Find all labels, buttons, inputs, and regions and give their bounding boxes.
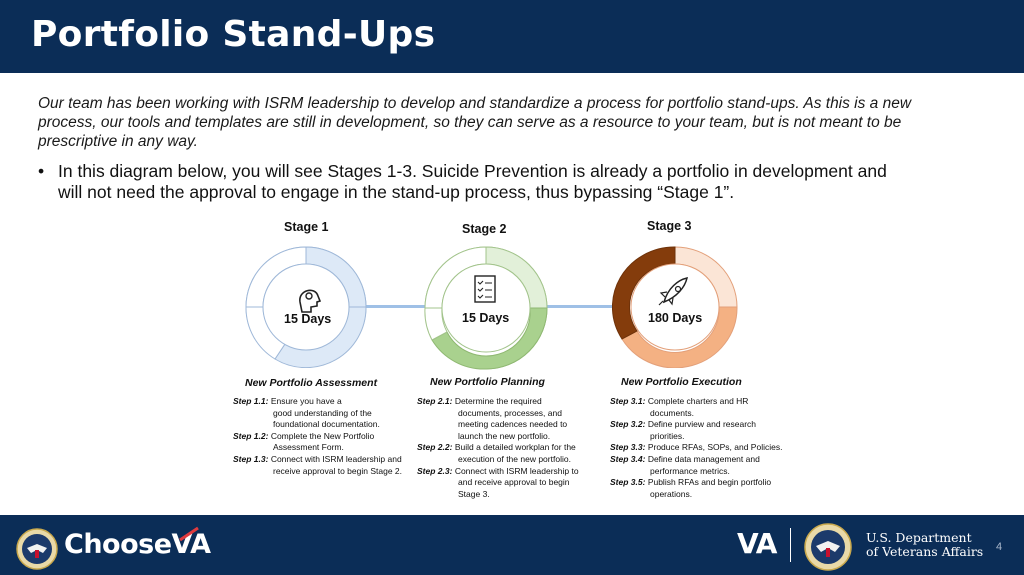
- step-item: Step 2.3: Connect with ISRM leadership t…: [417, 465, 579, 499]
- head-lightbulb-icon: [299, 289, 322, 313]
- step-key: Step 3.2:: [610, 419, 646, 430]
- step-item: Step 3.2: Define purview and research pri…: [610, 419, 757, 441]
- step-key: Step 2.2:: [417, 442, 453, 453]
- choose-va-prefix: Choose: [64, 529, 172, 560]
- department-name: U.S. Department of Veterans Affairs: [866, 531, 983, 559]
- connector-stage1-stage2: [366, 305, 428, 308]
- stage-1-label: Stage 1: [284, 220, 329, 234]
- stage-3-cycle-diagram: [612, 246, 738, 368]
- page-title: Portfolio Stand-Ups: [31, 14, 436, 55]
- department-line-1: U.S. Department: [866, 530, 972, 545]
- stage-2-phase-title: New Portfolio Planning: [430, 376, 545, 388]
- stage-3-days: 180 Days: [648, 311, 703, 325]
- stage-2-cycle-diagram: [424, 246, 548, 370]
- step-item: Step 1.2: Complete the New Portfolio Asse…: [233, 430, 375, 453]
- step-key: Step 1.3:: [233, 453, 269, 464]
- va-seal-icon: [16, 528, 58, 570]
- connector-stage2-stage3: [547, 305, 613, 308]
- department-line-2: of Veterans Affairs: [866, 544, 984, 559]
- bullet-text: In this diagram below, you will see Stag…: [58, 161, 887, 202]
- stage-1-phase-title: New Portfolio Assessment: [245, 377, 378, 389]
- department-seal-icon: [804, 523, 852, 571]
- step-item: Step 3.4: Define data management and perf…: [610, 453, 760, 476]
- step-item: Step 2.1: Determine the required document…: [417, 396, 568, 441]
- logo-divider: [790, 528, 791, 562]
- step-key: Step 3.5:: [610, 477, 646, 488]
- step-key: Step 1.1:: [233, 396, 269, 406]
- step-item: Step 2.2: Build a detailed workplan for …: [417, 442, 576, 464]
- bullet-dot-icon: •: [38, 161, 45, 181]
- intro-paragraph: Our team has been working with ISRM lead…: [38, 95, 912, 150]
- step-item: Step 3.1: Complete charters and HR docume…: [610, 396, 749, 418]
- stage-1-steps: Step 1.1: Ensure you have a good understa…: [233, 396, 413, 477]
- stage-2-steps: Step 2.1: Determine the required document…: [417, 396, 597, 500]
- choose-va-accent-icon: [179, 526, 199, 542]
- stage-3-label: Stage 3: [647, 219, 692, 233]
- rocket-icon: [658, 277, 688, 306]
- footer-bar: [0, 515, 1024, 575]
- step-item: Step 3.5: Publish RFAs and begin portfol…: [610, 477, 772, 499]
- stage-3-steps: Step 3.1: Complete charters and HR docume…: [610, 396, 800, 500]
- stage-1-days: 15 Days: [284, 312, 332, 326]
- step-key: Step 3.1:: [610, 396, 646, 406]
- step-key: Step 2.3:: [417, 465, 453, 476]
- step-key: Step 2.1:: [417, 396, 453, 406]
- stage-2-days: 15 Days: [462, 311, 510, 325]
- step-key: Step 3.4:: [610, 453, 646, 464]
- va-logo: VA: [737, 527, 777, 560]
- step-key: Step 3.3:: [610, 442, 646, 453]
- stage-2-label: Stage 2: [462, 222, 507, 236]
- checklist-icon: [474, 275, 496, 303]
- step-item: Step 1.3: Connect with ISRM leadership a…: [233, 453, 403, 476]
- stage-3-phase-title: New Portfolio Execution: [621, 376, 742, 388]
- step-item: Step 1.1: Ensure you have a good understa…: [233, 396, 380, 430]
- page-number: 4: [996, 541, 1003, 553]
- stage-1-cycle-diagram: [245, 246, 367, 368]
- step-key: Step 1.2:: [233, 430, 269, 441]
- step-item: Step 3.3: Produce RFAs, SOPs, and Polici…: [610, 442, 783, 453]
- title-bar: Portfolio Stand-Ups: [0, 0, 1024, 73]
